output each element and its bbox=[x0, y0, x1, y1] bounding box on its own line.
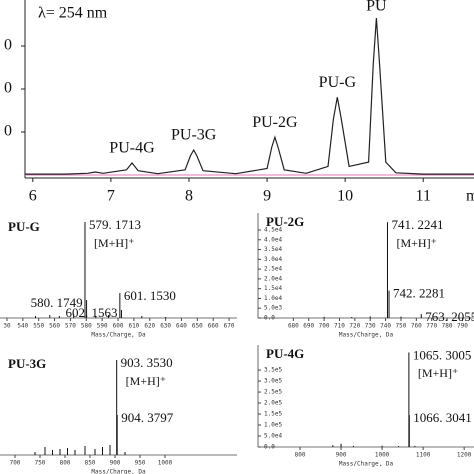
y-tick-label: 0.0 bbox=[264, 315, 275, 322]
x-tick-label: 680 bbox=[288, 323, 299, 330]
y-tick-label: 2.5e5 bbox=[264, 389, 282, 396]
x-tick-label: 540 bbox=[17, 323, 28, 330]
x-tick-label: 660 bbox=[208, 323, 219, 330]
x-tick-label: 790 bbox=[457, 323, 468, 330]
x-tick-label: 10 bbox=[337, 188, 353, 205]
y-tick-label: 4.0e4 bbox=[264, 236, 282, 243]
y-tick-label: 4.5e4 bbox=[264, 227, 282, 234]
ion-label: [M+H]⁺ bbox=[126, 374, 166, 388]
x-tick-label: 760 bbox=[411, 323, 422, 330]
ion-label: [M+H]⁺ bbox=[396, 236, 436, 250]
x-tick-label: 750 bbox=[396, 323, 407, 330]
y-tick-label: 0 bbox=[4, 123, 12, 140]
x-tick-label: 9 bbox=[263, 188, 271, 205]
x-tick-label: 730 bbox=[365, 323, 376, 330]
peak-label: PU-3G bbox=[171, 127, 217, 144]
x-axis-label: Mass/Charge, Da bbox=[339, 332, 394, 339]
x-tick-label: 600 bbox=[113, 323, 124, 330]
peak-label: 763. 2055 bbox=[425, 309, 474, 324]
x-tick-label: 560 bbox=[49, 323, 60, 330]
x-tick-label: 7 bbox=[107, 188, 115, 205]
y-tick-label: 0 bbox=[4, 80, 12, 97]
x-tick-label: 770 bbox=[426, 323, 437, 330]
x-tick-label: 1000 bbox=[158, 460, 173, 467]
x-axis-label: Mass/Charge, Da bbox=[91, 469, 146, 474]
x-tick-label: 710 bbox=[334, 323, 345, 330]
x-tick-label: 750 bbox=[35, 460, 46, 467]
y-tick-label: 1.0e5 bbox=[264, 422, 282, 429]
peak-label: 903. 3530 bbox=[121, 355, 173, 370]
x-tick-label: 570 bbox=[65, 323, 76, 330]
y-tick-label: 3.0e5 bbox=[264, 378, 282, 385]
y-tick-label: 2.0e4 bbox=[264, 275, 282, 282]
peak-label: 1066. 3041 bbox=[413, 410, 472, 425]
panel-title: PU-2G bbox=[266, 214, 304, 229]
x-tick-label: 720 bbox=[349, 323, 360, 330]
x-axis-label: Mass/Charge, Da bbox=[339, 461, 394, 468]
x-tick-label: 700 bbox=[319, 323, 330, 330]
peak-label: PU-2G bbox=[252, 114, 298, 131]
x-tick-label: 900 bbox=[336, 452, 347, 459]
ion-label: [M+H]⁺ bbox=[94, 236, 134, 250]
x-tick-label: 670 bbox=[224, 323, 235, 330]
x-tick-label: 620 bbox=[144, 323, 155, 330]
peak-label: 602. 1563 bbox=[65, 305, 117, 320]
y-tick-label: 5.0e3 bbox=[264, 305, 282, 312]
y-tick-label: 0 bbox=[4, 37, 12, 54]
x-tick-label: 950 bbox=[135, 460, 146, 467]
x-tick-label: 1200 bbox=[457, 452, 472, 459]
x-tick-label: 650 bbox=[192, 323, 203, 330]
x-tick-label: 780 bbox=[442, 323, 453, 330]
y-tick-label: 1.0e4 bbox=[264, 295, 282, 302]
x-tick-label: 700 bbox=[10, 460, 21, 467]
y-tick-label: 3.5e5 bbox=[264, 367, 282, 374]
x-tick-label: 1100 bbox=[416, 452, 431, 459]
chromatogram-line bbox=[25, 18, 474, 175]
peak-label: 1065. 3005 bbox=[413, 347, 472, 362]
peak-label: 904. 3797 bbox=[121, 410, 174, 425]
y-tick-label: 2.0e5 bbox=[264, 400, 282, 407]
x-axis-label: m bbox=[466, 188, 474, 205]
panel-title: PU-G bbox=[8, 219, 40, 234]
x-tick-label: 610 bbox=[128, 323, 139, 330]
panel-title: PU-3G bbox=[8, 356, 46, 371]
y-tick-label: 5.0e4 bbox=[264, 433, 282, 440]
x-tick-label: 800 bbox=[295, 452, 306, 459]
peak-label: 742. 2281 bbox=[393, 286, 445, 301]
x-tick-label: 590 bbox=[97, 323, 108, 330]
x-tick-label: 800 bbox=[60, 460, 71, 467]
x-tick-label: 550 bbox=[33, 323, 44, 330]
y-tick-label: 1.5e4 bbox=[264, 285, 282, 292]
y-tick-label: 1.5e5 bbox=[264, 411, 282, 418]
x-tick-label: 740 bbox=[380, 323, 391, 330]
wavelength-label: λ= 254 nm bbox=[38, 5, 108, 22]
x-tick-label: 580 bbox=[81, 323, 92, 330]
x-tick-label: 850 bbox=[85, 460, 96, 467]
peak-label: 601. 1530 bbox=[124, 288, 176, 303]
y-tick-label: 2.5e4 bbox=[264, 266, 282, 273]
peak-label: 741. 2241 bbox=[391, 217, 443, 232]
peak-label: PU-G bbox=[319, 74, 357, 91]
x-tick-label: 8 bbox=[185, 188, 193, 205]
y-tick-label: 0.0 bbox=[264, 444, 275, 451]
y-tick-label: 3.0e4 bbox=[264, 256, 282, 263]
panel-title: PU-4G bbox=[266, 346, 304, 361]
x-tick-label: 690 bbox=[303, 323, 314, 330]
x-axis-label: Mass/Charge, Da bbox=[91, 332, 146, 339]
peak-label: PU bbox=[366, 0, 387, 15]
peak-label: 579. 1713 bbox=[89, 217, 141, 232]
x-tick-label: 11 bbox=[416, 188, 431, 205]
peak-label: 580. 1749 bbox=[31, 295, 83, 310]
y-tick-label: 3.5e4 bbox=[264, 246, 282, 253]
x-tick-label: 900 bbox=[110, 460, 121, 467]
x-tick-label: 640 bbox=[176, 323, 187, 330]
ion-label: [M+H]⁺ bbox=[418, 366, 458, 380]
x-tick-label: 6 bbox=[29, 188, 37, 205]
peak-label: PU-4G bbox=[109, 140, 155, 157]
x-tick-label: 630 bbox=[160, 323, 171, 330]
x-tick-label: 30 bbox=[3, 323, 11, 330]
x-tick-label: 1000 bbox=[375, 452, 390, 459]
